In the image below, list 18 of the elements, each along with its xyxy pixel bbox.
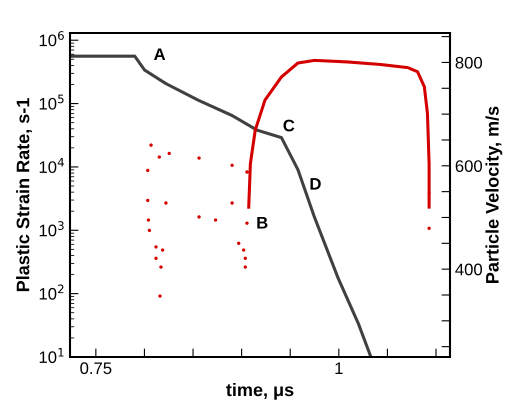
y-axis-title: Plastic Strain Rate, s-1 xyxy=(16,98,32,292)
y2-tick-label: 400 xyxy=(455,264,482,276)
x-tick-label: 1 xyxy=(335,362,343,374)
y-tick-label: 10$^{1}$ xyxy=(40,348,64,364)
x-axis-title: time, μs xyxy=(226,382,294,400)
y-tick-label: 10$^{5}$ xyxy=(40,94,64,110)
annotation: C xyxy=(283,120,294,132)
annotation: B xyxy=(257,217,268,228)
annotation: D xyxy=(310,178,321,190)
y2-axis-title: Particle Velocity, m/s xyxy=(485,106,502,283)
x-tick-label: 0.75 xyxy=(80,362,112,374)
annotation: A xyxy=(154,48,166,60)
y-tick-label: 10$^{4}$ xyxy=(40,158,64,174)
y-tick-label: 10$^{6}$ xyxy=(40,31,64,46)
y2-tick-label: 800 xyxy=(456,56,482,69)
y2-tick-label: 600 xyxy=(456,160,482,172)
y-tick-label: 10$^{3}$ xyxy=(40,221,64,236)
y-tick-label: 10$^{2}$ xyxy=(40,284,64,300)
